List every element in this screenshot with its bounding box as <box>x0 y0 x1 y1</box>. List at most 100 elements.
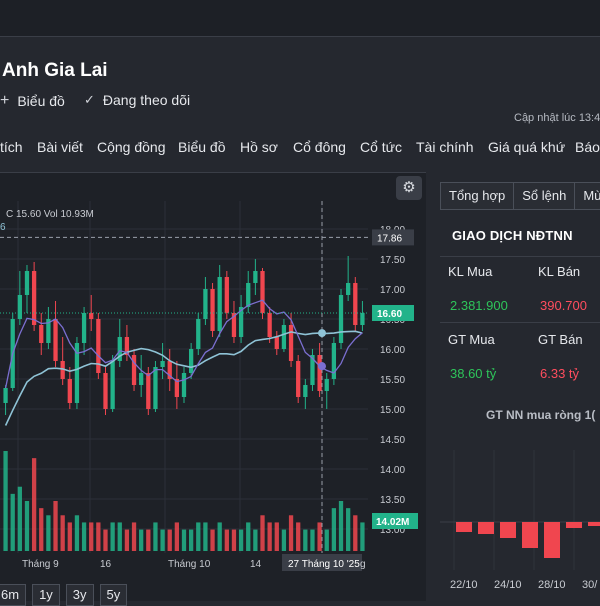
last-price-tag <box>372 305 414 321</box>
volume-bar <box>53 501 58 551</box>
candle <box>17 295 22 319</box>
tab-summary[interactable]: Tổng hợp <box>440 182 515 210</box>
legend-values: C 15.60 Vol 10.93M <box>6 209 94 220</box>
volume-bar <box>46 515 51 551</box>
volume-bar <box>224 529 229 551</box>
candle <box>174 379 180 397</box>
time-tick-label: 27 Tháng 10 '25 <box>288 559 360 570</box>
candle <box>303 385 308 397</box>
nav-item-analysis[interactable]: tích <box>0 139 23 155</box>
volume-bar <box>39 508 44 551</box>
volume-bar <box>139 529 144 551</box>
volume-bar <box>3 451 8 551</box>
net-buy-chart-title: GT NN mua ròng 1( <box>486 408 596 422</box>
legend-ma: 6 <box>0 222 6 233</box>
volume-bar <box>167 529 172 551</box>
time-tick-label: Tháng 10 <box>168 559 211 570</box>
candle <box>131 355 137 385</box>
ma-fast-line <box>4 299 363 389</box>
volume-bar <box>24 501 30 551</box>
period-selector: 6m 1y 3y 5y <box>0 584 133 606</box>
candle <box>139 373 144 385</box>
divider <box>440 322 600 323</box>
volume-bar <box>288 515 294 551</box>
nav-item-profile[interactable]: Hồ sơ <box>240 139 278 155</box>
candle <box>338 295 344 343</box>
follow-button[interactable]: ✓ Đang theo dõi <box>84 92 214 108</box>
candle <box>53 319 58 361</box>
company-title: Anh Gia Lai <box>2 60 108 81</box>
tab-more[interactable]: Mù <box>574 182 600 210</box>
candle <box>167 361 172 379</box>
volume-bar <box>67 522 72 551</box>
candle <box>310 355 315 385</box>
candle <box>346 283 351 295</box>
kl-mua-label: KL Mua <box>448 264 493 279</box>
price-axis <box>368 201 426 561</box>
volume-bar <box>310 529 315 551</box>
candle <box>103 373 108 409</box>
nav-item-community[interactable]: Cộng đồng <box>97 139 166 155</box>
candle <box>60 361 65 379</box>
price-tick-label: 14.50 <box>380 435 405 446</box>
volume-label: 14.02M <box>376 517 409 528</box>
chart-settings-button[interactable]: ⚙ <box>396 176 422 200</box>
volume-bar <box>274 522 279 551</box>
nav-item-chart[interactable]: Biểu đồ <box>178 139 226 155</box>
crosshair-date-tag <box>282 554 362 571</box>
kl-mua-value: 2.381.900 <box>450 298 508 313</box>
volume-bar <box>31 458 37 551</box>
ma-fast-marker <box>318 362 326 371</box>
candle <box>31 271 37 325</box>
candle <box>353 283 358 325</box>
period-3y[interactable]: 3y <box>65 584 94 606</box>
nav-item-dividends[interactable]: Cổ tức <box>360 139 403 155</box>
candle <box>89 313 94 319</box>
volume-bar <box>281 529 287 551</box>
volume-bar <box>117 522 122 551</box>
net-buy-bar <box>566 522 582 528</box>
chart-button[interactable]: + Biểu đồ <box>0 92 70 110</box>
price-tick-label: 13.50 <box>380 495 405 506</box>
volume-bar <box>210 529 215 551</box>
net-buy-bar <box>588 522 600 526</box>
volume-bar <box>110 522 115 551</box>
candle <box>196 319 201 349</box>
period-6m[interactable]: 6m <box>0 584 27 606</box>
plus-icon: + <box>0 92 10 109</box>
volume-bar <box>188 529 194 551</box>
candle <box>153 367 158 409</box>
kl-ban-label: KL Bán <box>538 264 581 279</box>
period-1y[interactable]: 1y <box>32 584 60 606</box>
main-nav: tích Bài viết Cộng đồng Biểu đồ Hồ sơ Cổ… <box>0 128 600 166</box>
candle <box>274 337 279 349</box>
price-tick-label: 16.00 <box>380 345 405 356</box>
volume-bar <box>360 522 365 551</box>
ma-slow-marker <box>318 329 326 338</box>
candle <box>224 277 229 313</box>
volume-bar <box>203 522 208 551</box>
candle <box>74 343 80 403</box>
volume-bar <box>260 515 265 551</box>
candle <box>46 319 51 343</box>
price-chart-area[interactable]: 18.0017.5017.0016.5016.0015.5015.0014.50… <box>0 172 426 601</box>
nav-item-shareholders[interactable]: Cổ đông <box>293 139 346 155</box>
volume-bar <box>303 529 308 551</box>
candle <box>181 373 187 397</box>
nav-item-price-history[interactable]: Giá quá khứ <box>488 139 566 155</box>
nav-item-finance[interactable]: Tài chính <box>416 139 474 155</box>
candle <box>67 379 72 403</box>
net-buy-bar <box>478 522 494 534</box>
tab-order-book[interactable]: Sổ lệnh <box>513 182 576 210</box>
volume-bar <box>124 529 130 551</box>
candle <box>288 325 294 361</box>
time-tick-label: 16 <box>100 559 112 570</box>
price-tick-label: 13.00 <box>380 525 405 536</box>
nav-item-posts[interactable]: Bài viết <box>37 139 83 155</box>
period-5y[interactable]: 5y <box>99 584 128 606</box>
volume-bar <box>160 529 165 551</box>
nav-item-reports[interactable]: Báo <box>575 139 600 155</box>
candle <box>210 289 215 331</box>
price-chart[interactable]: 18.0017.5017.0016.5016.0015.5015.0014.50… <box>0 173 426 601</box>
volume-bar <box>153 522 158 551</box>
